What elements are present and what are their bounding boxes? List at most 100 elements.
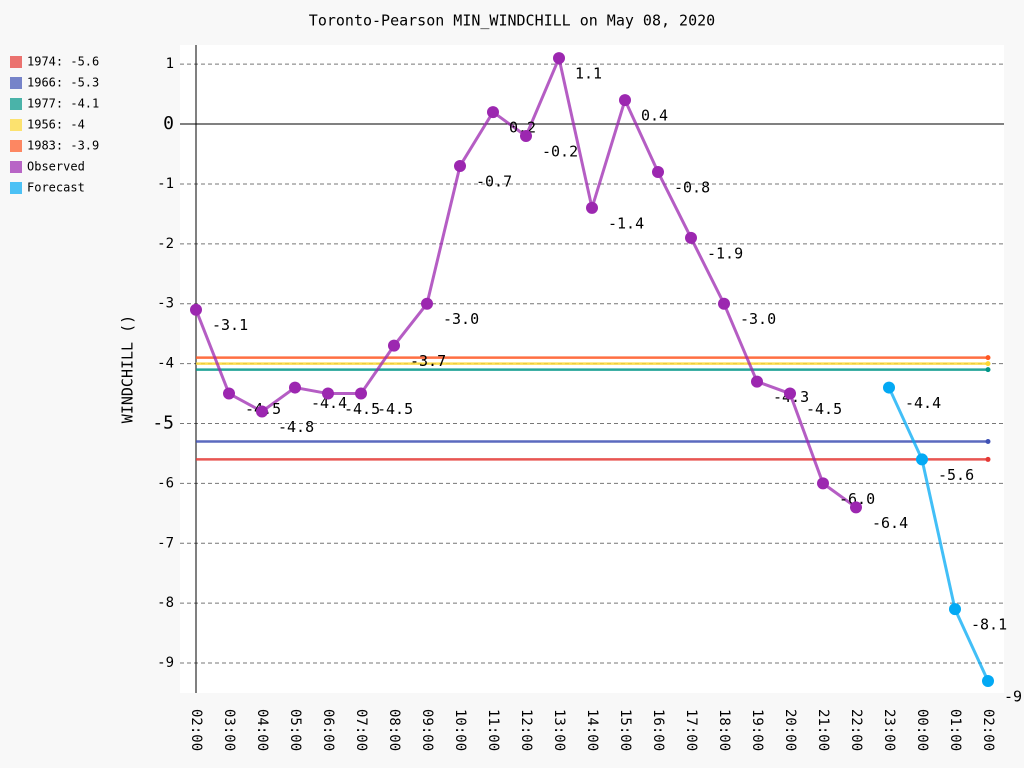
data-point [685, 231, 697, 244]
x-tick-label: 23:00 [881, 709, 897, 751]
data-label: -3.0 [443, 310, 479, 328]
x-tick-label: 02:00 [188, 709, 204, 751]
x-tick-label: 04:00 [254, 709, 270, 751]
x-tick-label: 05:00 [287, 709, 303, 751]
data-label: -4.4 [905, 394, 941, 412]
data-point [454, 159, 466, 172]
data-label: -0.7 [476, 172, 512, 190]
data-point [817, 477, 829, 490]
data-label: -4.5 [344, 400, 380, 418]
x-tick-label: 06:00 [320, 709, 336, 751]
x-tick-label: 12:00 [518, 709, 534, 751]
x-tick-label: 08:00 [386, 709, 402, 751]
data-point [586, 201, 598, 214]
data-point [883, 381, 895, 394]
y-tick-label: -8 [157, 595, 174, 611]
data-point [388, 339, 400, 352]
y-tick-label: -4 [157, 356, 174, 372]
legend-label: 1977: -4.1 [27, 97, 99, 111]
data-label: -6.0 [839, 490, 875, 508]
data-point [619, 94, 631, 107]
x-tick-label: 19:00 [749, 709, 765, 751]
data-label: -5.6 [938, 466, 974, 484]
legend-label: 1974: -5.6 [27, 55, 99, 69]
data-point [751, 375, 763, 388]
data-label: -4.5 [806, 400, 842, 418]
data-point [652, 165, 664, 178]
data-point [487, 106, 499, 119]
data-label: -0.8 [674, 178, 710, 196]
x-tick-label: 09:00 [419, 709, 435, 751]
data-point [421, 297, 433, 310]
x-tick-label: 18:00 [716, 709, 732, 751]
data-label: 1.1 [575, 65, 602, 83]
y-tick-label: -1 [157, 176, 174, 192]
data-label: -1.4 [608, 214, 644, 232]
x-tick-label: 11:00 [485, 709, 501, 751]
x-tick-label: 21:00 [815, 709, 831, 751]
data-label: -3.0 [740, 310, 776, 328]
data-point [289, 381, 301, 394]
x-tick-label: 01:00 [947, 709, 963, 751]
data-point [850, 501, 862, 514]
legend-label: Observed [27, 160, 85, 174]
data-point [784, 387, 796, 400]
data-label: 0.4 [641, 107, 668, 125]
x-tick-label: 16:00 [650, 709, 666, 751]
data-point [949, 603, 961, 616]
data-point [520, 130, 532, 143]
legend-swatch [10, 119, 22, 131]
y-tick-label: -5 [152, 412, 174, 433]
y-tick-label: -3 [157, 296, 174, 312]
y-axis-label: WINDCHILL () [119, 315, 137, 423]
record-end-dot [985, 361, 991, 367]
legend-swatch [10, 182, 22, 194]
x-tick-label: 20:00 [782, 709, 798, 751]
x-tick-label: 02:00 [980, 709, 996, 751]
legend-label: Forecast [27, 181, 85, 195]
data-point [190, 303, 202, 316]
record-end-dot [985, 355, 991, 361]
legend: 1974: -5.6 1966: -5.3 1977: -4.1 1956: -4 19… [10, 55, 99, 195]
y-tick-label: -9 [157, 655, 174, 671]
data-label: -4.8 [278, 418, 314, 436]
legend-label: 1966: -5.3 [27, 76, 99, 90]
data-label: -3.1 [212, 316, 248, 334]
x-tick-label: 14:00 [584, 709, 600, 751]
data-label: -3.7 [410, 352, 446, 370]
data-label: -4.4 [311, 394, 347, 412]
data-point [718, 297, 730, 310]
record-end-dot [985, 438, 991, 444]
y-tick-label: -7 [157, 535, 174, 551]
series-line [887, 386, 990, 682]
legend-swatch [10, 56, 22, 68]
chart-title: Toronto-Pearson MIN_WINDCHILL on May 08,… [309, 12, 715, 30]
x-tick-label: 10:00 [452, 709, 468, 751]
legend-label: 1956: -4 [27, 118, 85, 132]
x-tick-label: 07:00 [353, 709, 369, 751]
x-tick-label: 15:00 [617, 709, 633, 751]
data-label: -4.5 [377, 400, 413, 418]
data-point [322, 387, 334, 400]
legend-swatch [10, 98, 22, 110]
record-end-dot [985, 367, 991, 373]
data-label: -6.4 [872, 514, 908, 532]
data-point [355, 387, 367, 400]
legend-swatch [10, 161, 22, 173]
y-tick-label: -2 [157, 236, 174, 252]
legend-swatch [10, 77, 22, 89]
data-point [553, 52, 565, 65]
x-tick-label: 00:00 [914, 709, 930, 751]
y-tick-label: -6 [157, 475, 174, 491]
x-tick-label: 03:00 [221, 709, 237, 751]
x-tick-label: 22:00 [848, 709, 864, 751]
legend-label: 1983: -3.9 [27, 139, 99, 153]
data-point [223, 387, 235, 400]
data-label: -8.1 [971, 616, 1007, 634]
x-tick-label: 17:00 [683, 709, 699, 751]
data-label: -1.9 [707, 244, 743, 262]
data-point [256, 405, 268, 418]
data-label: -9.3 [1004, 688, 1024, 706]
